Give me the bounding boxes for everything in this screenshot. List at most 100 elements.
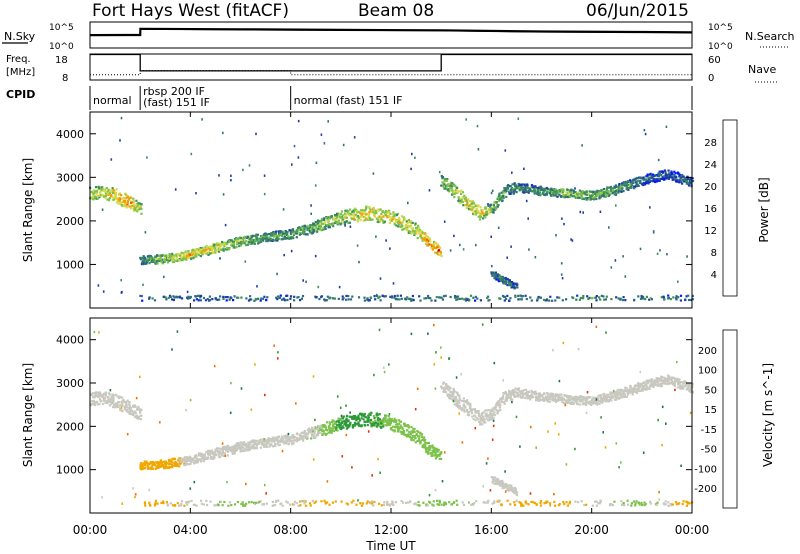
heat-cell (270, 234, 273, 237)
heat-cell (225, 299, 228, 302)
heat-cell (424, 237, 427, 240)
heat-cell (183, 462, 186, 465)
heat-cell (288, 237, 291, 240)
heat-cell (651, 378, 654, 381)
heat-cell (168, 463, 171, 466)
heat-cell (121, 402, 124, 405)
heat-cell (111, 196, 114, 199)
heat-cell (401, 228, 404, 231)
heat-cell (319, 223, 322, 226)
heat-cell (463, 410, 466, 413)
heat-cell (389, 421, 392, 425)
heat-cell (384, 295, 387, 298)
heat-cell (416, 435, 419, 438)
heat-cell (207, 457, 210, 460)
heat-cell (401, 224, 404, 228)
heat-cell (563, 402, 567, 405)
heat-cell (515, 493, 518, 497)
heat-cell (538, 191, 541, 194)
heat-cell (119, 202, 122, 205)
heat-cell (488, 409, 491, 412)
heat-cell (539, 194, 542, 197)
heat-cell (513, 286, 516, 289)
heat-cell (214, 251, 217, 254)
heat-cell (255, 444, 259, 447)
heat-cell (567, 195, 570, 199)
heat-cell (640, 382, 643, 385)
heat-cell (449, 390, 452, 393)
heat-cell (306, 225, 309, 228)
heat-cell (228, 248, 231, 251)
heat-cell (197, 299, 200, 302)
heat-cell (518, 298, 521, 301)
heat-cell (169, 255, 172, 258)
heat-cell (322, 424, 325, 427)
heat-cell (485, 211, 488, 214)
heat-cell (203, 458, 206, 461)
heat-cell (447, 393, 450, 396)
heat-cell (322, 222, 325, 225)
heat-cell (398, 298, 401, 301)
heat-cell (286, 231, 289, 234)
heat-cell (347, 221, 350, 224)
heat-cell (502, 194, 505, 197)
heat-cell (584, 403, 588, 407)
heat-speckle (120, 291, 123, 294)
heat-cell (504, 191, 507, 194)
heat-cell (615, 394, 618, 397)
heat-cell (637, 295, 640, 298)
heat-cell (211, 243, 215, 246)
heat-cell (357, 296, 361, 299)
heat-cell (515, 286, 518, 289)
heat-cell (410, 438, 413, 442)
heat-cell (369, 413, 372, 416)
heat-cell (652, 385, 655, 389)
heat-cell (502, 189, 505, 193)
heat-cell (605, 295, 608, 298)
heat-cell (157, 259, 160, 262)
heat-cell (405, 425, 408, 428)
heat-cell (428, 448, 431, 451)
heat-cell (155, 262, 158, 265)
heat-cell (498, 406, 501, 409)
heat-cell (470, 410, 473, 413)
heat-cell (245, 448, 248, 451)
heat-cell (598, 296, 601, 299)
heat-cell (345, 298, 348, 301)
heat-cell (171, 504, 175, 507)
heat-cell (285, 237, 288, 240)
heat-cell (333, 420, 336, 423)
heat-cell (153, 299, 157, 302)
heat-cell (611, 391, 615, 394)
heat-cell (164, 259, 167, 263)
heat-cell (629, 384, 632, 388)
heat-cell (618, 185, 621, 188)
heat-cell (599, 194, 602, 197)
heat-cell (338, 425, 341, 428)
heat-cell (535, 399, 538, 402)
heat-cell (396, 219, 399, 222)
heat-cell (604, 399, 607, 402)
heat-cell (104, 396, 107, 399)
heat-cell (660, 382, 663, 385)
heat-cell (408, 431, 411, 434)
heat-cell (466, 399, 469, 402)
heat-cell (509, 184, 512, 188)
heat-cell (596, 193, 599, 196)
date-label: 06/Jun/2015 (586, 1, 689, 21)
heat-cell (373, 424, 376, 427)
heat-cell (650, 298, 653, 301)
heat-cell (527, 395, 530, 398)
heat-cell (458, 397, 461, 400)
heat-cell (523, 191, 526, 194)
heat-cell (565, 195, 568, 198)
heat-cell (565, 194, 568, 197)
heat-cell (223, 242, 226, 245)
heat-cell (422, 238, 425, 241)
heat-cell (312, 226, 315, 229)
heat-cell (249, 234, 252, 237)
heat-cell (156, 461, 159, 464)
heat-cell (353, 417, 356, 420)
heat-cell (226, 242, 229, 246)
heat-cell (484, 216, 487, 219)
